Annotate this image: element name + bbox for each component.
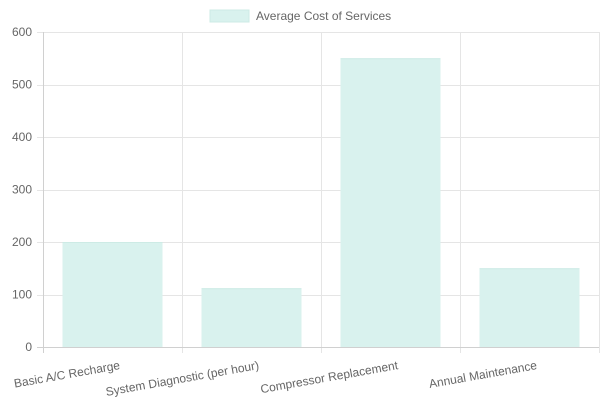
legend-label: Average Cost of Services <box>256 9 391 23</box>
y-tick-label: 300 <box>12 183 32 197</box>
legend-swatch <box>209 9 250 23</box>
legend: Average Cost of Services <box>209 9 391 23</box>
y-tick-label: 200 <box>12 235 32 249</box>
bars <box>62 58 580 347</box>
bar[interactable] <box>340 58 441 347</box>
bar[interactable] <box>62 242 163 347</box>
bar[interactable] <box>201 288 302 347</box>
x-tick-label: System Diagnostic (per hour) <box>105 358 260 399</box>
x-tick-label: Compressor Replacement <box>259 358 399 396</box>
y-tick-label: 400 <box>12 130 32 144</box>
y-tick-label: 600 <box>12 25 32 39</box>
y-tick-label: 500 <box>12 78 32 92</box>
y-axis-ticks: 0 100 200 300 400 500 600 <box>12 25 32 354</box>
y-tick-label: 0 <box>25 340 32 354</box>
x-tick-label: Annual Maintenance <box>428 358 539 391</box>
axes <box>37 32 599 353</box>
y-tick-label: 100 <box>12 288 32 302</box>
bar[interactable] <box>479 268 580 347</box>
